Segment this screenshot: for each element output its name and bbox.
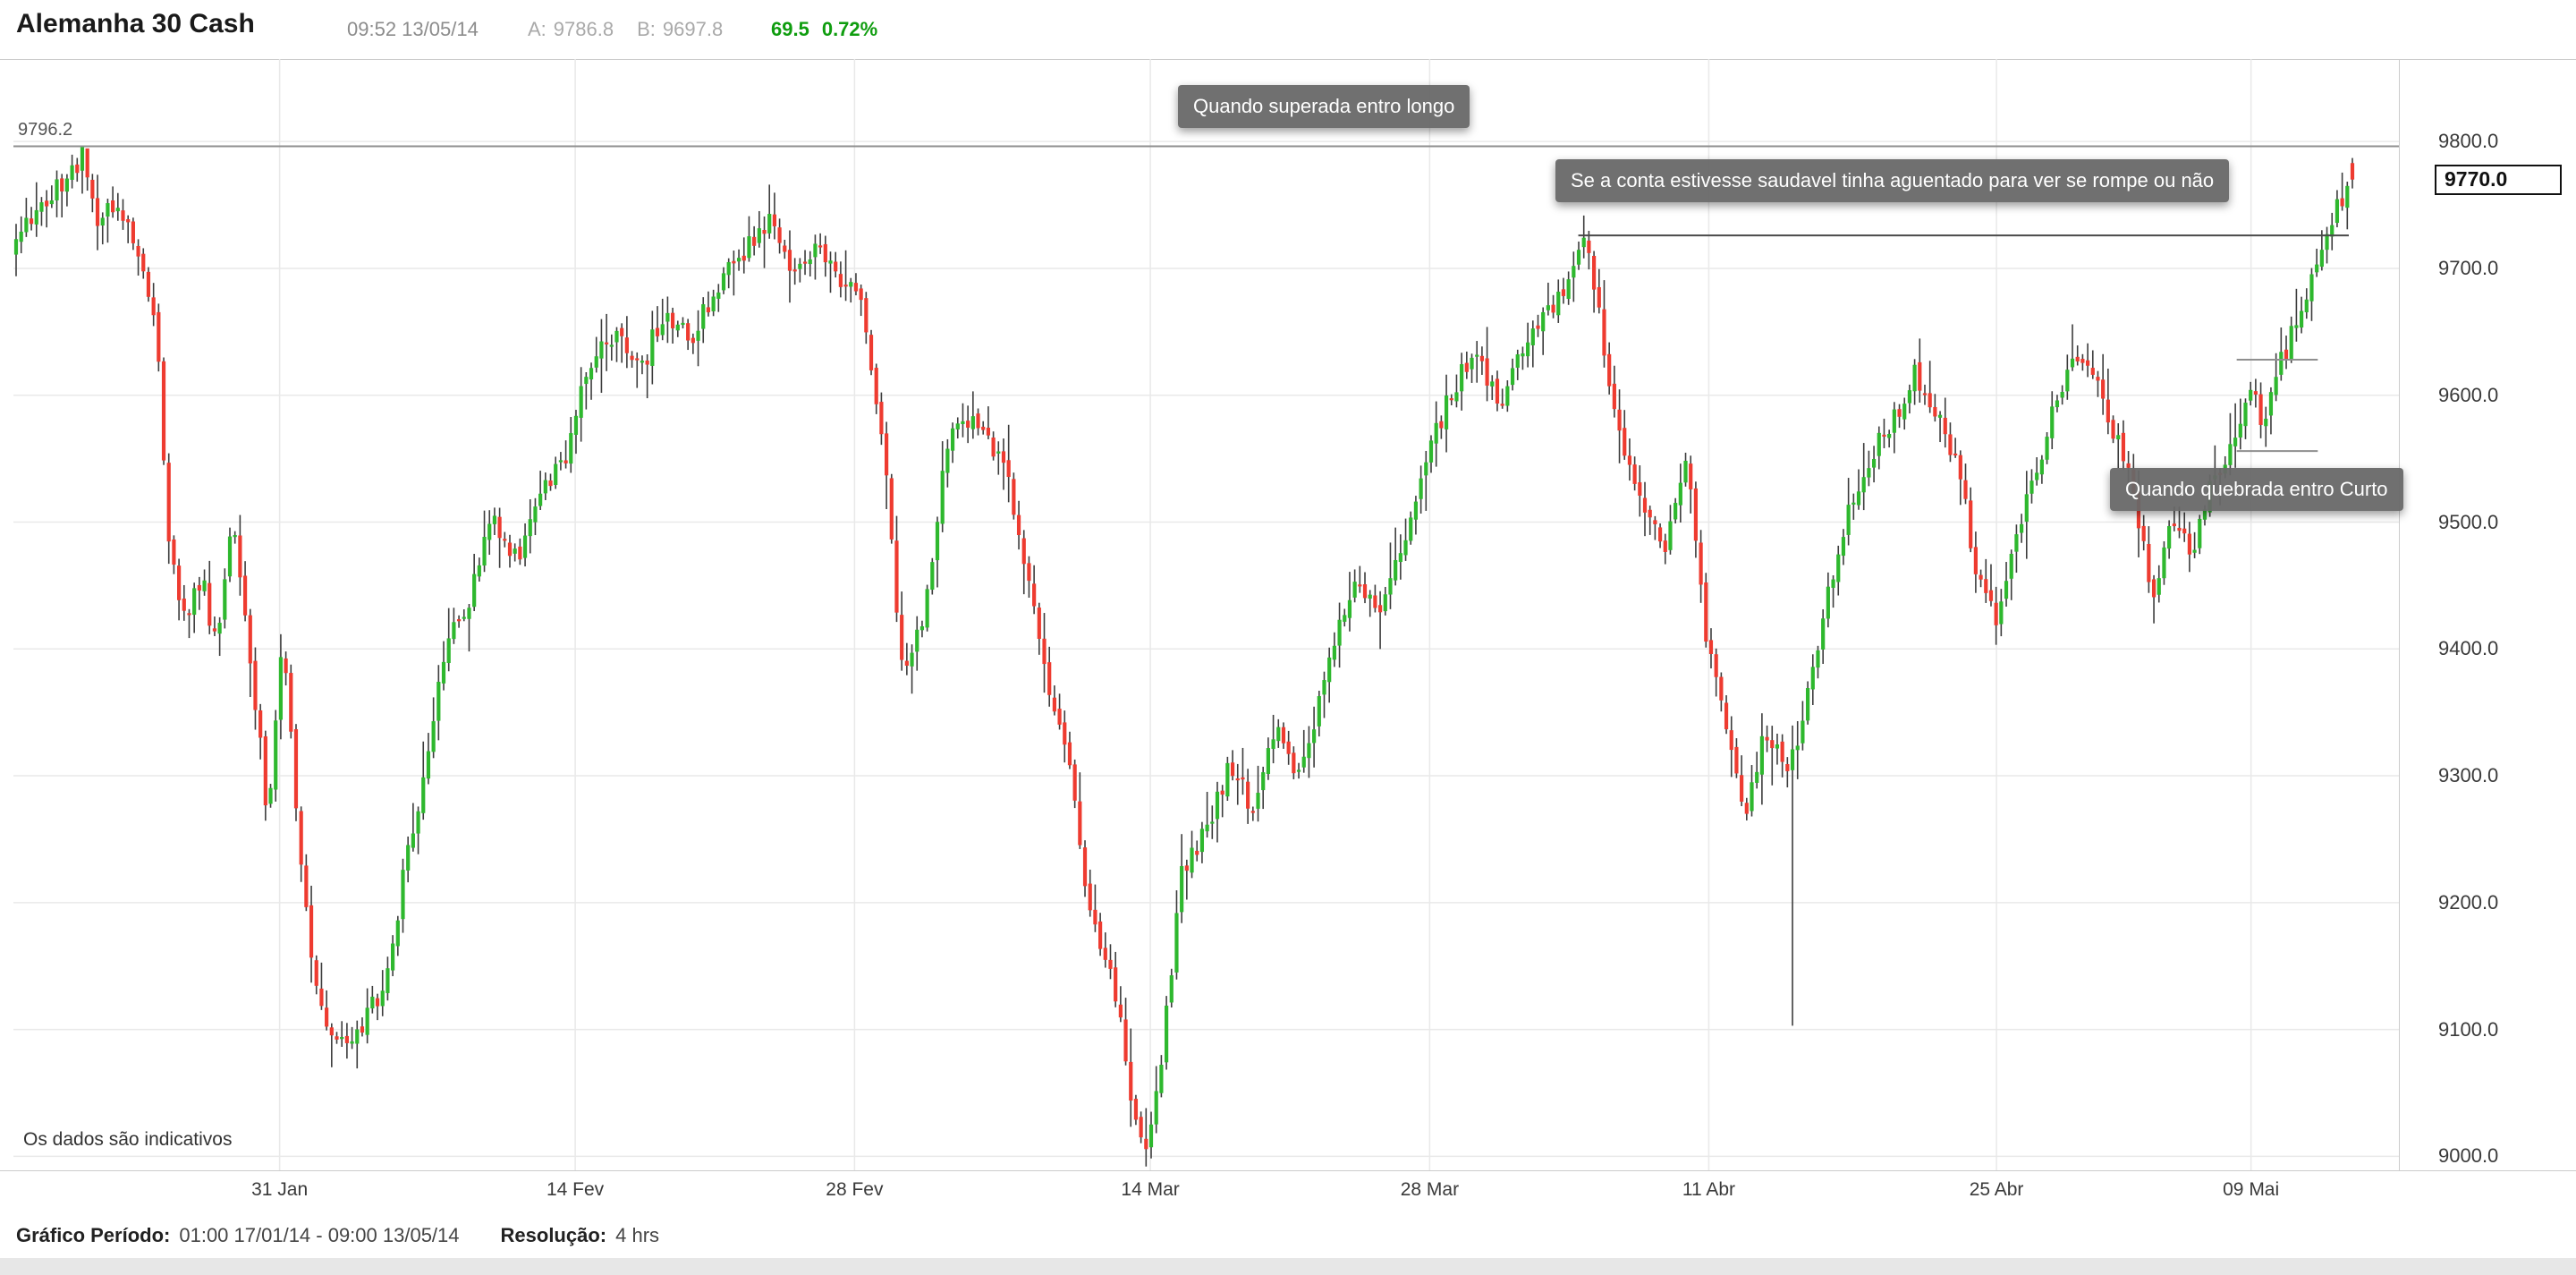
chart-annotation-long-entry[interactable]: Quando superada entro longo [1178,85,1470,128]
chart-footer: Gráfico Período: 01:00 17/01/14 - 09:00 1… [16,1224,659,1247]
plot-top-border [0,59,2576,60]
resolution-value: 4 hrs [615,1224,660,1246]
time-axis-label: 28 Fev [826,1179,884,1200]
time-axis-label: 25 Abr [1969,1179,2024,1200]
time-axis-label: 11 Abr [1682,1179,1735,1200]
price-axis-label: 9200.0 [2438,890,2499,914]
low-value: 9697.8 [662,18,724,40]
current-price-marker: 9770.0 [2435,164,2562,195]
quote-timestamp: 09:52 13/05/14 [347,18,479,40]
time-axis-label: 14 Mar [1121,1179,1180,1200]
price-change: 69.5 0.72% [771,18,890,41]
indicative-data-disclaimer: Os dados são indicativos [23,1129,233,1150]
change-points: 69.5 [771,18,809,40]
price-axis-separator [2399,59,2400,1170]
bid-ask-quote: A: 9786.8 B: 9697.8 [528,18,730,41]
price-axis-label: 9600.0 [2438,383,2499,406]
time-axis-label: 31 Jan [251,1179,309,1200]
price-axis-label: 9100.0 [2438,1017,2499,1041]
price-axis-label: 9400.0 [2438,637,2499,660]
price-axis-label: 9300.0 [2438,764,2499,787]
price-axis-label: 9700.0 [2438,256,2499,279]
chart-annotation-short-entry[interactable]: Quando quebrada entro Curto [2110,468,2403,511]
chart-annotation-breakout-note[interactable]: Se a conta estivesse saudavel tinha ague… [1555,159,2230,202]
candlestick-chart-area[interactable] [13,59,2399,1170]
price-axis-label: 9500.0 [2438,510,2499,533]
resolution-label: Resolução: [500,1224,607,1246]
change-percent: 0.72% [821,18,878,40]
candlestick-plot-svg[interactable] [13,59,2399,1170]
instrument-title: Alemanha 30 Cash [16,9,255,38]
high-value: 9786.8 [553,18,614,40]
period-value: 01:00 17/01/14 - 09:00 13/05/14 [179,1224,460,1246]
price-axis-label: 9800.0 [2438,130,2499,153]
bottom-strip [0,1258,2576,1275]
period-label: Gráfico Período: [16,1224,171,1246]
time-axis-label: 09 Mai [2223,1179,2280,1200]
time-axis-label: 28 Mar [1400,1179,1460,1200]
plot-bottom-border [0,1170,2576,1171]
time-axis-label: 14 Fev [546,1179,605,1200]
price-axis-label: 9000.0 [2438,1144,2499,1168]
low-label: B: [637,18,656,40]
chart-header: Alemanha 30 Cash 09:52 13/05/14 A: 9786.8… [0,0,2576,59]
high-label: A: [528,18,547,40]
period-high-label: 9796.2 [18,119,73,140]
